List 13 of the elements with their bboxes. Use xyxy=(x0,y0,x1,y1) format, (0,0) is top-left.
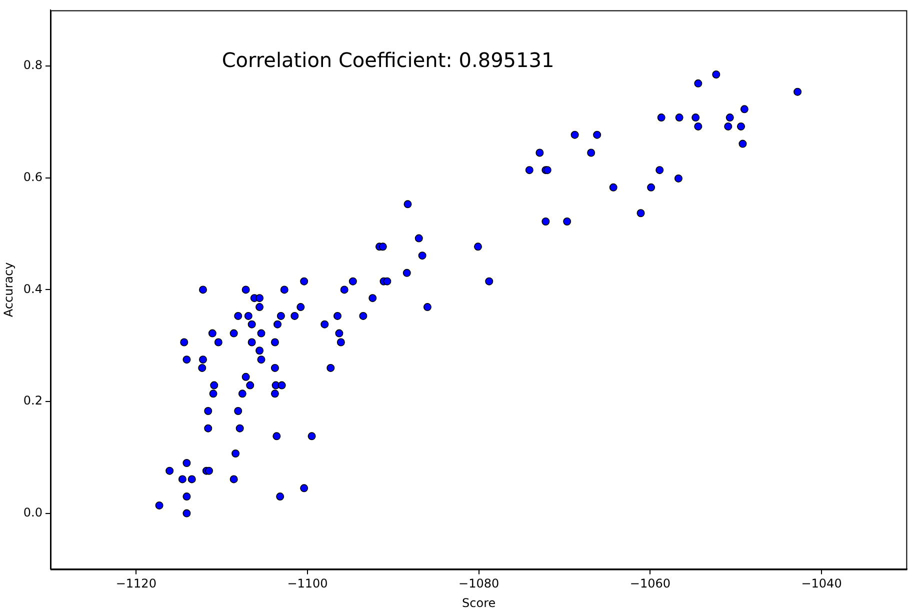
y-tick-label: 0.0 xyxy=(23,505,42,520)
y-tick-label: 0.6 xyxy=(23,170,42,184)
x-tick-label: −1040 xyxy=(801,576,842,591)
x-tick-label: −1120 xyxy=(116,576,156,591)
x-tick-label: −1060 xyxy=(630,576,670,591)
y-axis-title: Accuracy xyxy=(1,262,16,318)
x-tick-label: −1100 xyxy=(287,576,328,591)
x-axis-title: Score xyxy=(462,596,496,610)
y-tick-label: 0.2 xyxy=(23,394,42,408)
y-tick-label: 0.4 xyxy=(23,282,42,296)
y-tick-label: 0.8 xyxy=(23,58,42,72)
x-tick-label: −1080 xyxy=(458,576,500,591)
annotation: Correlation Coefficient: 0.895131 xyxy=(222,48,554,72)
